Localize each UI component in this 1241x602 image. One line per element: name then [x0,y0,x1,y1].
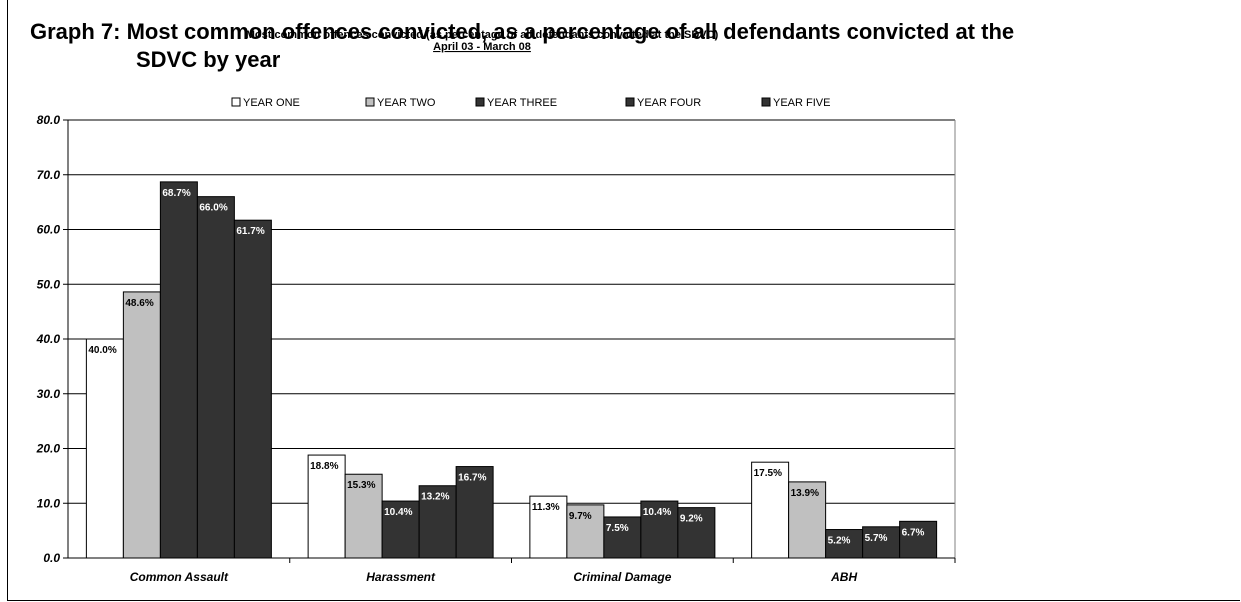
bar [418,485,457,559]
x-tick-label: Common Assault [130,570,229,584]
data-label: 6.7% [902,527,925,538]
bars [85,181,938,559]
bar [85,338,124,559]
data-label: 40.0% [88,345,116,356]
legend-label: YEAR TWO [377,97,436,109]
data-label: 48.6% [125,298,153,309]
y-tick-label: 80.0 [37,113,61,127]
bar [677,507,716,559]
bar [344,473,383,559]
legend-swatch [365,97,375,107]
data-label: 10.4% [384,507,412,518]
bar [862,526,901,559]
chart-subtitle: April 03 - March 08 [433,41,531,53]
y-tick-label: 40.0 [36,332,61,346]
legend-label: YEAR FOUR [637,97,701,109]
bar [751,461,790,559]
legend-swatch [625,97,635,107]
data-labels: 40.0% 48.6% 68.7% 66.0% 61.7% 18.8% 15.3% 10.4%… [88,188,924,547]
bar [640,500,679,559]
bar [899,520,938,559]
graph-heading-line2: SDVC by year [136,47,281,72]
data-label: 13.2% [421,492,449,503]
y-tick-label: 0.0 [43,551,60,565]
legend-swatch [761,97,771,107]
bar [307,454,346,559]
bar [196,196,235,559]
x-tick-label: Criminal Damage [573,570,671,584]
bar [455,466,494,559]
graph-heading: Graph 7: Most common offences convicted,… [30,18,1230,74]
bar [233,219,272,559]
chart-frame [7,0,1240,601]
data-label: 66.0% [199,203,227,214]
data-label: 5.7% [865,533,888,544]
data-label: 16.7% [458,473,486,484]
bar [122,291,161,559]
x-tick-label: ABH [830,570,857,584]
axes: 0.0 10.0 20.0 30.0 40.0 50.0 60.0 70.0 80.0 Commo… [36,113,956,584]
y-tick-label: 10.0 [37,496,61,510]
bar [788,481,827,559]
data-label: 17.5% [754,468,782,479]
data-label: 61.7% [236,226,264,237]
data-label: 7.5% [606,523,629,534]
data-label: 13.9% [791,488,819,499]
data-label: 15.3% [347,480,375,491]
legend-swatch [231,97,241,107]
legend-label: YEAR ONE [243,97,300,109]
bar [159,181,198,559]
y-tick-label: 50.0 [37,277,61,291]
y-tick-label: 20.0 [36,442,61,456]
data-label: 11.3% [532,502,560,513]
legend-label: YEAR FIVE [773,97,830,109]
legend: YEAR ONE YEAR TWO YEAR THREE YEAR FOUR YEAR … [231,29,830,109]
data-label: 10.4% [643,507,671,518]
data-label: 9.7% [569,511,592,522]
chart-title: Most common offences convicted (as perce… [246,29,719,41]
data-label: 9.2% [680,514,703,525]
data-label: 18.8% [310,461,338,472]
y-tick-label: 30.0 [37,387,61,401]
data-label: 68.7% [162,188,190,199]
y-tick-label: 70.0 [37,168,61,182]
legend-label: YEAR THREE [487,97,557,109]
data-label: 5.2% [828,536,851,547]
y-tick-label: 60.0 [37,223,61,237]
legend-swatch [475,97,485,107]
bar [381,500,420,559]
x-tick-label: Harassment [366,570,436,584]
graph-heading-line1: Graph 7: Most common offences convicted,… [30,19,1015,44]
